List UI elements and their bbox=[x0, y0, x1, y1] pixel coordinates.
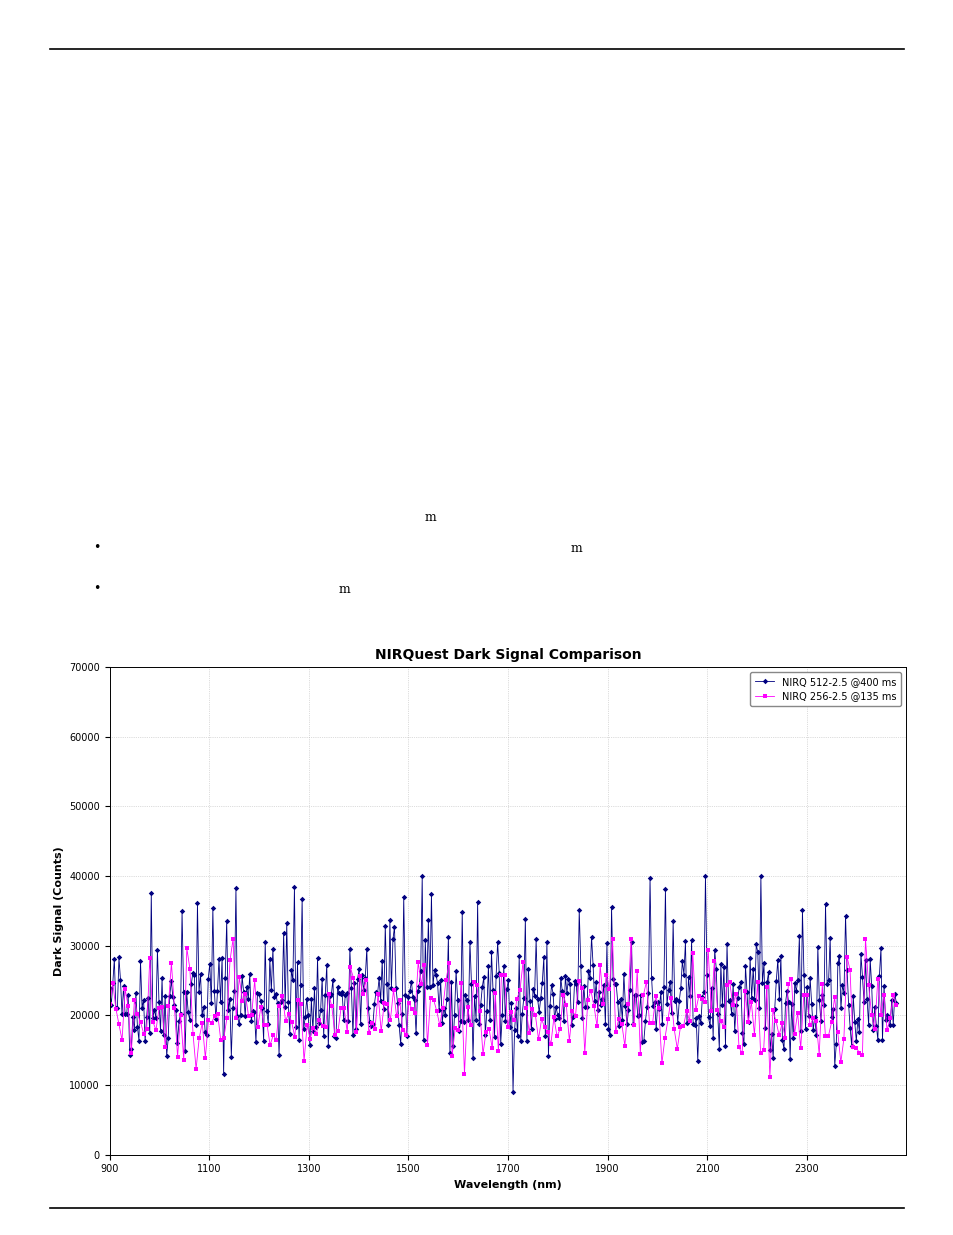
X-axis label: Wavelength (nm): Wavelength (nm) bbox=[454, 1179, 561, 1191]
NIRQ 512-2.5 @400 ms bbox=[416, 868, 428, 883]
Legend: NIRQ 512-2.5 @400 ms, NIRQ 256-2.5 @135 ms: NIRQ 512-2.5 @400 ms, NIRQ 256-2.5 @135 … bbox=[749, 672, 901, 706]
NIRQ 256-2.5 @135 ms bbox=[763, 1070, 775, 1084]
NIRQ 256-2.5 @135 ms bbox=[496, 967, 507, 982]
Text: •: • bbox=[93, 541, 101, 553]
Line: NIRQ 256-2.5 @135 ms: NIRQ 256-2.5 @135 ms bbox=[108, 936, 898, 1079]
NIRQ 256-2.5 @135 ms bbox=[406, 1002, 417, 1016]
Line: NIRQ 512-2.5 @400 ms: NIRQ 512-2.5 @400 ms bbox=[108, 874, 898, 1094]
Text: m: m bbox=[338, 583, 350, 595]
NIRQ 256-2.5 @135 ms bbox=[745, 994, 757, 1009]
NIRQ 256-2.5 @135 ms bbox=[449, 1021, 460, 1036]
NIRQ 512-2.5 @400 ms bbox=[216, 951, 228, 966]
NIRQ 256-2.5 @135 ms bbox=[354, 968, 365, 983]
NIRQ 512-2.5 @400 ms bbox=[890, 995, 902, 1010]
NIRQ 512-2.5 @400 ms bbox=[750, 936, 761, 951]
Text: m: m bbox=[570, 542, 581, 555]
Text: •: • bbox=[93, 582, 101, 594]
NIRQ 512-2.5 @400 ms bbox=[507, 1084, 518, 1099]
NIRQ 256-2.5 @135 ms bbox=[227, 931, 238, 946]
Y-axis label: Dark Signal (Counts): Dark Signal (Counts) bbox=[53, 846, 64, 976]
NIRQ 256-2.5 @135 ms bbox=[890, 998, 902, 1013]
NIRQ 512-2.5 @400 ms bbox=[119, 1007, 131, 1021]
Title: NIRQuest Dark Signal Comparison: NIRQuest Dark Signal Comparison bbox=[375, 647, 640, 662]
NIRQ 512-2.5 @400 ms bbox=[365, 1019, 376, 1034]
NIRQ 256-2.5 @135 ms bbox=[104, 997, 115, 1011]
NIRQ 256-2.5 @135 ms bbox=[396, 1023, 408, 1037]
NIRQ 512-2.5 @400 ms bbox=[808, 1009, 820, 1024]
NIRQ 512-2.5 @400 ms bbox=[452, 992, 463, 1007]
NIRQ 512-2.5 @400 ms bbox=[104, 981, 115, 995]
Text: m: m bbox=[424, 511, 436, 524]
